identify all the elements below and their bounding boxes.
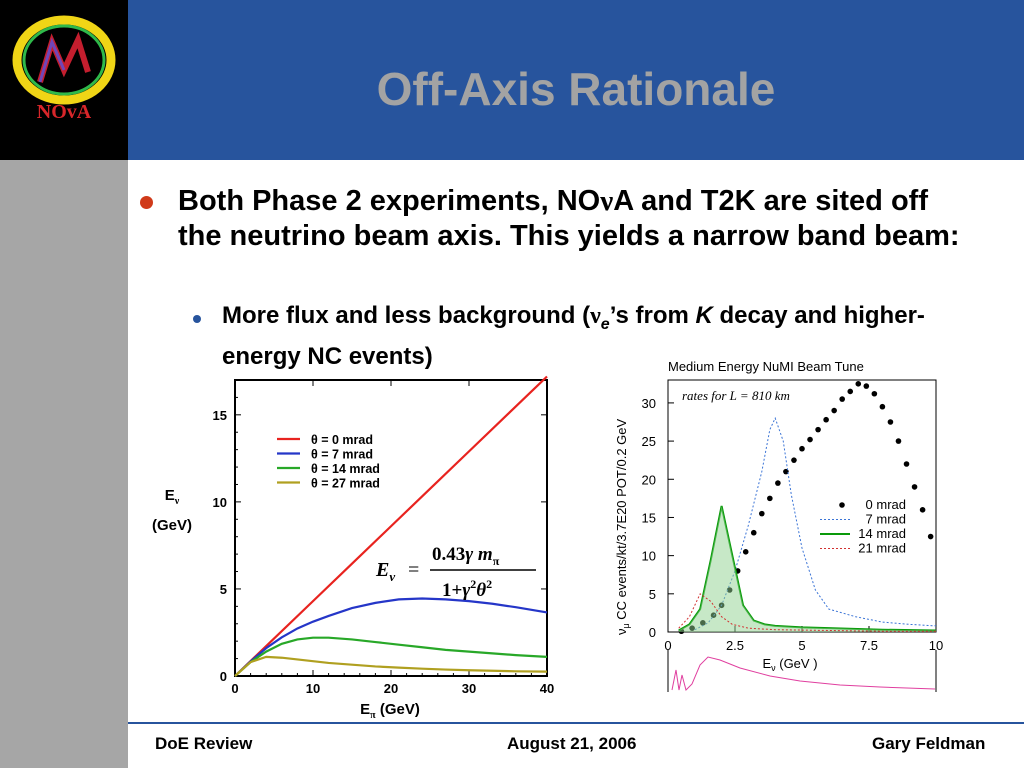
y-tick-label: 15 — [642, 510, 656, 525]
footer-right: Gary Feldman — [872, 734, 986, 753]
bullet1-part2: A and T2K are sited off the neutrino bea… — [178, 185, 960, 252]
svg-text:=: = — [408, 559, 419, 581]
left-sidebar-band — [0, 160, 128, 768]
legend-label: 21 mrad — [858, 541, 906, 556]
oscillation-curve — [671, 656, 936, 691]
y-tick-label: 10 — [642, 549, 656, 564]
data-point — [911, 484, 918, 490]
data-point — [927, 533, 934, 540]
bullet2-nu: ν — [590, 303, 601, 329]
data-point — [863, 383, 870, 389]
bullet-text-sub: More flux and less background (νe’s from… — [222, 300, 982, 373]
data-point — [807, 436, 813, 443]
svg-text:1+γ2θ2: 1+γ2θ2 — [442, 577, 492, 601]
sub-bullet-marker — [193, 315, 201, 323]
x-tick-label: 5 — [798, 638, 805, 653]
bullet2-part2: ’s from — [609, 302, 696, 329]
data-point — [879, 403, 886, 410]
data-point — [887, 419, 894, 425]
data-point — [919, 507, 926, 513]
series-line-3 — [234, 655, 548, 677]
y-tick-label: 25 — [642, 434, 656, 449]
bullet1-part1: Both Phase 2 experiments, NO — [178, 185, 601, 217]
right-ylabel: νμ CC events/kt/3.7E20 POT/0.2 GeV — [614, 419, 631, 636]
left-yunit: (GeV) — [152, 517, 192, 534]
bullet1-nu: ν — [600, 185, 614, 217]
x-tick-label: 0 — [664, 638, 671, 653]
bullet-text-main: Both Phase 2 experiments, NOνA and T2K a… — [178, 184, 968, 254]
nova-logo-text: NOvA — [37, 101, 92, 123]
legend-label: 7 mrad — [866, 512, 906, 527]
data-point — [791, 457, 797, 463]
legend-label: θ = 0 mrad — [311, 433, 373, 447]
x-tick-label: 10 — [929, 638, 943, 653]
right-xlabel: Eν (GeV ) — [762, 656, 817, 673]
data-point — [759, 510, 765, 517]
data-point — [903, 461, 910, 467]
svg-text:0.43γ mπ: 0.43γ mπ — [432, 544, 500, 568]
y-tick-label: 20 — [642, 472, 656, 487]
footer-left: DoE Review — [155, 734, 253, 753]
x-tick-label: 2.5 — [726, 638, 744, 653]
data-point — [742, 549, 749, 555]
data-point — [895, 438, 902, 444]
right-chart-bg — [606, 356, 946, 698]
slide-header: Off-Axis Rationale — [128, 0, 1024, 160]
series-line-2 — [234, 636, 548, 677]
x-tick-label: 30 — [462, 681, 476, 696]
y-tick-label: 10 — [213, 495, 227, 510]
x-tick-label: 20 — [384, 681, 398, 696]
legend-label: 0 mrad — [866, 497, 906, 512]
data-point — [871, 390, 878, 397]
data-point — [767, 495, 773, 502]
series-line-0 — [234, 375, 548, 677]
right-chart-annotation: rates for L = 810 km — [682, 388, 790, 403]
x-tick-label: 0 — [231, 681, 238, 696]
y-tick-label: 30 — [642, 396, 656, 411]
y-tick-label: 15 — [213, 408, 227, 423]
page-title: Off-Axis Rationale — [376, 63, 776, 115]
data-point — [799, 445, 805, 452]
series-line-1 — [234, 597, 548, 677]
legend-swatch — [839, 502, 845, 508]
series-fill-14mrad — [678, 506, 936, 632]
legend-label: θ = 27 mrad — [311, 477, 380, 491]
x-tick-label: 40 — [540, 681, 554, 696]
data-point — [823, 416, 829, 423]
footer-center: August 21, 2006 — [507, 734, 637, 753]
y-tick-label: 5 — [649, 587, 656, 602]
left-xlabel: Eπ (GeV) — [360, 701, 420, 721]
legend-label: θ = 14 mrad — [311, 462, 380, 476]
bullet2-k: K — [695, 302, 713, 329]
bullet2-part1: More flux and less background ( — [222, 302, 591, 329]
nova-logo: NOvA — [0, 0, 128, 160]
legend-label: θ = 7 mrad — [311, 448, 373, 462]
left-ylabel: Eν — [165, 487, 180, 507]
data-point — [815, 426, 821, 433]
x-tick-label: 7.5 — [860, 638, 878, 653]
right-chart-title: Medium Energy NuMI Beam Tune — [668, 359, 864, 374]
data-point — [855, 381, 862, 387]
y-tick-label: 0 — [649, 625, 656, 640]
data-point — [847, 388, 854, 395]
y-tick-label: 5 — [220, 582, 227, 597]
series-line-3 — [678, 593, 936, 632]
legend-label: 14 mrad — [858, 526, 906, 541]
nova-logo-graphic: NOvA — [12, 15, 116, 123]
y-tick-label: 0 — [220, 669, 227, 684]
data-point — [839, 396, 845, 402]
bullet-marker — [140, 196, 153, 209]
data-point — [750, 529, 757, 536]
bullet2-sub: e — [600, 315, 610, 333]
x-tick-label: 10 — [306, 681, 320, 696]
bullet2-part3: decay and higher-energy NC events) — [222, 302, 925, 370]
data-point — [775, 480, 781, 486]
footer-divider — [128, 722, 1024, 724]
data-point — [831, 407, 837, 414]
